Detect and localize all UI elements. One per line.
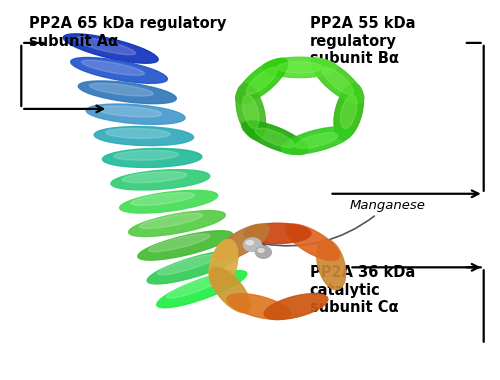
Ellipse shape bbox=[74, 37, 136, 55]
Ellipse shape bbox=[111, 169, 210, 190]
Ellipse shape bbox=[82, 60, 144, 75]
Ellipse shape bbox=[86, 104, 185, 124]
Ellipse shape bbox=[256, 246, 272, 258]
Ellipse shape bbox=[278, 62, 322, 73]
Ellipse shape bbox=[120, 190, 218, 213]
Ellipse shape bbox=[106, 128, 170, 138]
Ellipse shape bbox=[128, 211, 226, 236]
Ellipse shape bbox=[78, 81, 176, 104]
Ellipse shape bbox=[264, 294, 328, 320]
Text: Manganese: Manganese bbox=[262, 199, 426, 247]
Ellipse shape bbox=[156, 271, 247, 308]
Ellipse shape bbox=[166, 275, 225, 298]
Ellipse shape bbox=[244, 223, 311, 244]
Ellipse shape bbox=[148, 234, 210, 252]
Ellipse shape bbox=[236, 58, 288, 103]
Ellipse shape bbox=[334, 84, 364, 139]
Ellipse shape bbox=[215, 224, 270, 260]
Ellipse shape bbox=[262, 57, 337, 78]
Ellipse shape bbox=[296, 133, 338, 149]
Ellipse shape bbox=[64, 34, 158, 63]
Ellipse shape bbox=[147, 251, 240, 284]
Ellipse shape bbox=[90, 83, 153, 96]
Ellipse shape bbox=[227, 294, 290, 320]
Ellipse shape bbox=[312, 58, 364, 103]
Text: PP2A 36 kDa
catalytic
subunit Cα: PP2A 36 kDa catalytic subunit Cα bbox=[310, 266, 415, 315]
Ellipse shape bbox=[158, 255, 218, 275]
Ellipse shape bbox=[258, 249, 264, 252]
Ellipse shape bbox=[242, 121, 308, 154]
Ellipse shape bbox=[131, 193, 194, 206]
Text: PP2A 65 kDa regulatory
subunit Aα: PP2A 65 kDa regulatory subunit Aα bbox=[28, 16, 226, 49]
Ellipse shape bbox=[140, 213, 202, 228]
Ellipse shape bbox=[286, 224, 340, 260]
Ellipse shape bbox=[114, 150, 178, 160]
Ellipse shape bbox=[138, 231, 232, 260]
Ellipse shape bbox=[246, 241, 254, 245]
Ellipse shape bbox=[340, 95, 357, 128]
Ellipse shape bbox=[102, 149, 202, 168]
Ellipse shape bbox=[210, 268, 250, 313]
Ellipse shape bbox=[255, 128, 294, 147]
Ellipse shape bbox=[98, 106, 162, 117]
Ellipse shape bbox=[122, 172, 186, 183]
Ellipse shape bbox=[70, 57, 168, 83]
Ellipse shape bbox=[209, 239, 238, 290]
Ellipse shape bbox=[94, 127, 194, 146]
Ellipse shape bbox=[242, 95, 259, 128]
Ellipse shape bbox=[236, 84, 266, 139]
Ellipse shape bbox=[322, 67, 354, 94]
Ellipse shape bbox=[282, 127, 352, 154]
Text: PP2A 55 kDa
regulatory
subunit Bα: PP2A 55 kDa regulatory subunit Bα bbox=[310, 16, 415, 66]
Ellipse shape bbox=[244, 238, 262, 252]
Ellipse shape bbox=[317, 239, 346, 290]
Ellipse shape bbox=[246, 67, 277, 94]
